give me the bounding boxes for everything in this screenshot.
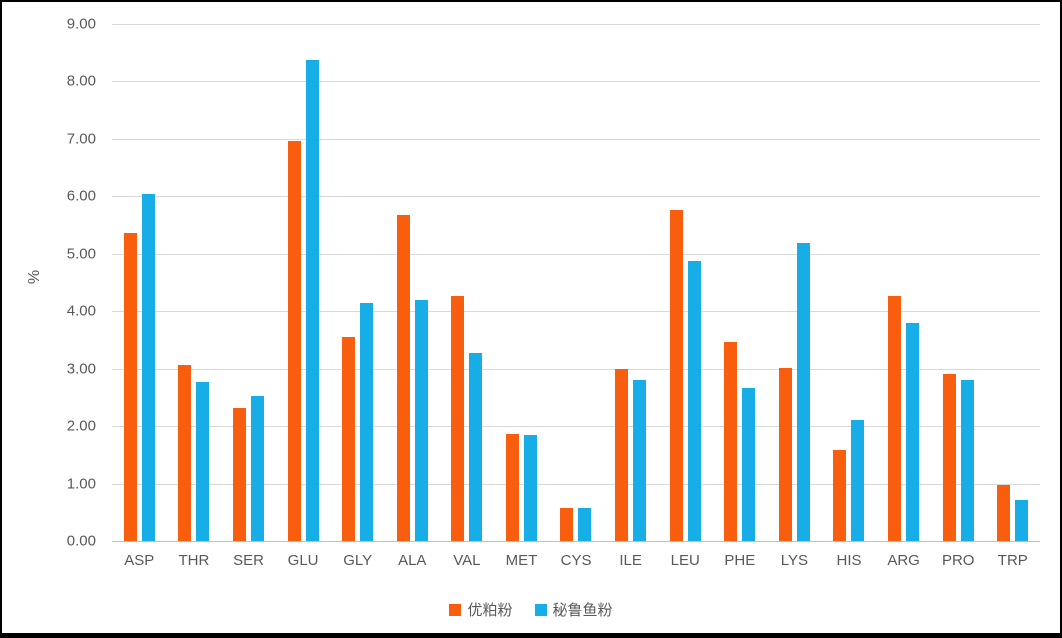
bar-series-0 xyxy=(232,408,246,541)
bar-group xyxy=(549,24,604,541)
legend-swatch-icon xyxy=(534,603,547,616)
bar-series-1 xyxy=(742,388,756,541)
bar-group xyxy=(330,24,385,541)
bar-series-1 xyxy=(1015,499,1029,541)
bar-series-0 xyxy=(997,485,1011,541)
bar-series-0 xyxy=(178,365,192,541)
bar-group xyxy=(822,24,877,541)
gridline xyxy=(112,426,1040,428)
x-tick-label: TRP xyxy=(997,552,1028,569)
bar-series-0 xyxy=(342,337,356,541)
bar-series-1 xyxy=(633,380,647,541)
legend-label: 秘鲁鱼粉 xyxy=(552,602,613,619)
bar-group xyxy=(385,24,440,541)
legend-item-series-1: 秘鲁鱼粉 xyxy=(534,599,613,620)
bar-series-1 xyxy=(360,303,374,541)
bar-series-1 xyxy=(196,382,210,541)
x-tick-label: HIS xyxy=(836,552,862,569)
bar-series-0 xyxy=(123,232,137,541)
gridline xyxy=(112,138,1040,140)
bar-group xyxy=(931,24,986,541)
bar-series-0 xyxy=(451,296,465,541)
bar-series-1 xyxy=(796,243,810,541)
bar-series-0 xyxy=(505,433,519,541)
bar-group xyxy=(985,24,1040,541)
legend-swatch-icon xyxy=(449,603,462,616)
y-tick-label: 6.00 xyxy=(66,187,96,205)
bar-series-1 xyxy=(523,434,537,541)
y-tick-label: 5.00 xyxy=(66,245,96,263)
y-tick-label: 2.00 xyxy=(66,417,96,435)
bar-series-0 xyxy=(560,507,574,541)
bar-series-0 xyxy=(833,450,847,541)
x-tick-label: THR xyxy=(178,552,210,569)
y-axis: 0.00 1.00 2.00 3.00 4.00 5.00 6.00 7.00 8.00 9.00 xyxy=(2,16,96,550)
bar-series-1 xyxy=(305,60,319,541)
bar-series-1 xyxy=(578,508,592,541)
gridline xyxy=(112,253,1040,255)
legend-item-series-0: 优粕粉 xyxy=(449,599,513,620)
y-tick-label: 0.00 xyxy=(66,532,96,550)
y-tick-label: 9.00 xyxy=(66,15,96,33)
bar-series-0 xyxy=(669,210,683,541)
bar-group xyxy=(712,24,767,541)
x-axis-line xyxy=(112,541,1040,542)
bar-group xyxy=(658,24,713,541)
bar-series-1 xyxy=(906,323,920,541)
bar-group xyxy=(440,24,495,541)
x-tick-label: LEU xyxy=(670,552,700,569)
gridline xyxy=(112,81,1040,83)
bar-series-0 xyxy=(396,214,410,541)
bar-group xyxy=(603,24,658,541)
gridline xyxy=(112,483,1040,485)
x-axis: ASP THR SER GLU GLY ALA VAL MET CYS ILE LEU PHE LYS H… xyxy=(112,552,1040,569)
legend: 优粕粉 秘鲁鱼粉 xyxy=(2,599,1060,620)
bar-series-0 xyxy=(724,341,738,541)
x-tick-label: CYS xyxy=(560,552,592,569)
x-tick-label: VAL xyxy=(453,552,481,569)
x-tick-label: GLY xyxy=(343,552,373,569)
bar-group xyxy=(276,24,331,541)
x-tick-label: PRO xyxy=(941,552,975,569)
bar-series-1 xyxy=(250,396,264,541)
bar-series-0 xyxy=(287,140,301,541)
bar-group xyxy=(167,24,222,541)
bar-group xyxy=(112,24,167,541)
y-tick-label: 3.00 xyxy=(66,360,96,378)
plot-area xyxy=(112,24,1040,542)
gridline xyxy=(112,196,1040,198)
y-tick-label: 1.00 xyxy=(66,475,96,493)
bar-series-1 xyxy=(851,420,865,541)
x-tick-label: ARG xyxy=(887,552,920,569)
gridline xyxy=(112,24,1040,25)
y-tick-label: 8.00 xyxy=(66,72,96,90)
x-tick-label: LYS xyxy=(780,552,809,569)
x-tick-label: ALA xyxy=(398,552,427,569)
legend-label: 优粕粉 xyxy=(467,602,513,619)
gridline xyxy=(112,368,1040,370)
x-tick-label: PHE xyxy=(724,552,756,569)
bar-group xyxy=(876,24,931,541)
bar-group xyxy=(221,24,276,541)
bar-series-0 xyxy=(942,373,956,541)
bar-series-0 xyxy=(615,369,629,541)
x-tick-label: MET xyxy=(505,552,538,569)
bar-series-1 xyxy=(469,353,483,541)
bar-series-1 xyxy=(141,194,155,541)
x-tick-label: ILE xyxy=(619,552,642,569)
bar-group xyxy=(494,24,549,541)
y-tick-label: 7.00 xyxy=(66,130,96,148)
x-tick-label: ASP xyxy=(124,552,155,569)
bar-series-1 xyxy=(414,300,428,541)
x-tick-label: GLU xyxy=(287,552,319,569)
y-tick-label: 4.00 xyxy=(66,302,96,320)
bar-group xyxy=(767,24,822,541)
bar-series-0 xyxy=(778,367,792,541)
bar-series-1 xyxy=(687,261,701,541)
gridline xyxy=(112,311,1040,313)
x-tick-label: SER xyxy=(233,552,264,569)
bar-series-0 xyxy=(888,296,902,541)
bar-series-1 xyxy=(960,380,974,541)
